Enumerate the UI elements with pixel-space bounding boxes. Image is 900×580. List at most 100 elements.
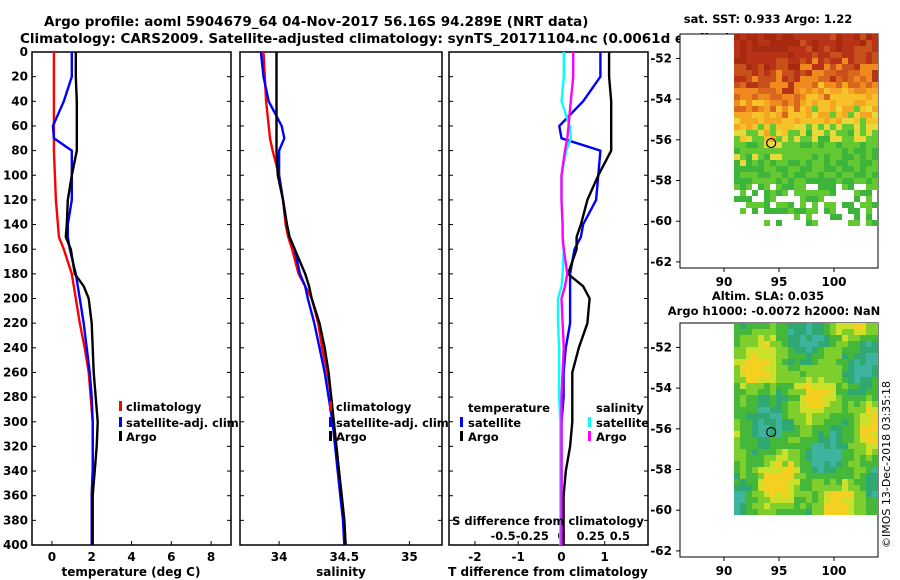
map-cell — [758, 94, 764, 100]
map-cell — [770, 190, 776, 196]
map-cell — [752, 202, 758, 208]
map-cell — [824, 112, 830, 118]
map-cell — [848, 509, 854, 515]
map-cell — [866, 100, 872, 106]
map-cell — [800, 82, 806, 88]
map-cell — [818, 329, 824, 335]
map-cell — [812, 124, 818, 130]
map-cell — [842, 64, 848, 70]
map-cell — [758, 160, 764, 166]
map-cell — [848, 76, 854, 82]
figure-title-line2: Climatology: CARS2009. Satellite-adjuste… — [20, 31, 731, 47]
map-cell — [758, 335, 764, 341]
map-cell — [806, 172, 812, 178]
map-cell — [812, 485, 818, 491]
map-cell — [848, 461, 854, 467]
map-cell — [758, 329, 764, 335]
map-cell — [854, 52, 860, 58]
map-cell — [800, 172, 806, 178]
map-cell — [866, 160, 872, 166]
map-cell — [818, 389, 824, 395]
map-cell — [782, 136, 788, 142]
map-cell — [782, 130, 788, 136]
map-cell — [836, 172, 842, 178]
map-cell — [800, 359, 806, 365]
map-cell — [848, 40, 854, 46]
map-cell — [794, 172, 800, 178]
map-cell — [770, 365, 776, 371]
map-cell — [788, 479, 794, 485]
map-cell — [782, 503, 788, 509]
map-cell — [872, 479, 878, 485]
series-line-argo — [64, 52, 99, 545]
map-cell — [836, 335, 842, 341]
map-cell — [830, 431, 836, 437]
map-cell — [830, 142, 836, 148]
map-cell — [854, 431, 860, 437]
y-tick-label: 180 — [3, 267, 28, 281]
map-cell — [860, 359, 866, 365]
map-cell — [758, 46, 764, 52]
map-cell — [824, 371, 830, 377]
map-cell — [830, 365, 836, 371]
map-cell — [848, 124, 854, 130]
map-cell — [734, 160, 740, 166]
map-cell — [872, 34, 878, 40]
map-cell — [794, 160, 800, 166]
map-cell — [776, 40, 782, 46]
map-cell — [854, 437, 860, 443]
map-cell — [776, 323, 782, 329]
map-cell — [752, 425, 758, 431]
map-cell — [788, 509, 794, 515]
map-cell — [836, 485, 842, 491]
salinity-xlabel: salinity — [316, 565, 366, 579]
map-cell — [836, 323, 842, 329]
map-cell — [740, 425, 746, 431]
map-cell — [842, 166, 848, 172]
map-cell — [842, 106, 848, 112]
map-cell — [806, 449, 812, 455]
map-cell — [842, 40, 848, 46]
map-cell — [806, 395, 812, 401]
temperature-legend: climatology satellite-adj. clim. Argo — [119, 400, 243, 444]
map-cell — [806, 359, 812, 365]
map-cell — [752, 160, 758, 166]
map-cell — [746, 202, 752, 208]
map-cell — [872, 359, 878, 365]
map-cell — [854, 154, 860, 160]
map-cell — [794, 130, 800, 136]
sla-map-subtitle: Argo h1000: -0.0072 h2000: NaN — [668, 304, 880, 318]
salinity-panel: 34 34.5 35 climatology satellite-adj. clim… — [239, 51, 453, 579]
map-cell — [764, 335, 770, 341]
map-cell — [806, 196, 812, 202]
map-cell — [860, 473, 866, 479]
map-cell — [770, 353, 776, 359]
map-cell — [872, 413, 878, 419]
map-cell — [806, 443, 812, 449]
map-cell — [752, 178, 758, 184]
map-cell — [776, 347, 782, 353]
map-cell — [782, 383, 788, 389]
map-cell — [806, 461, 812, 467]
map-cell — [836, 166, 842, 172]
map-cell — [734, 419, 740, 425]
map-cell — [782, 509, 788, 515]
map-cell — [776, 112, 782, 118]
map-cell — [848, 431, 854, 437]
map-cell — [818, 196, 824, 202]
map-cell — [782, 431, 788, 437]
legend-swatch-t-argo — [460, 431, 463, 441]
map-cell — [800, 76, 806, 82]
map-cell — [872, 124, 878, 130]
map-cell — [800, 70, 806, 76]
map-cell — [818, 34, 824, 40]
map-cell — [854, 166, 860, 172]
map-cell — [734, 485, 740, 491]
legend-label-s-satellite: satellite — [596, 416, 649, 430]
map-cell — [758, 82, 764, 88]
map-cell — [776, 184, 782, 190]
map-cell — [776, 341, 782, 347]
map-cell — [740, 449, 746, 455]
map-cell — [788, 178, 794, 184]
